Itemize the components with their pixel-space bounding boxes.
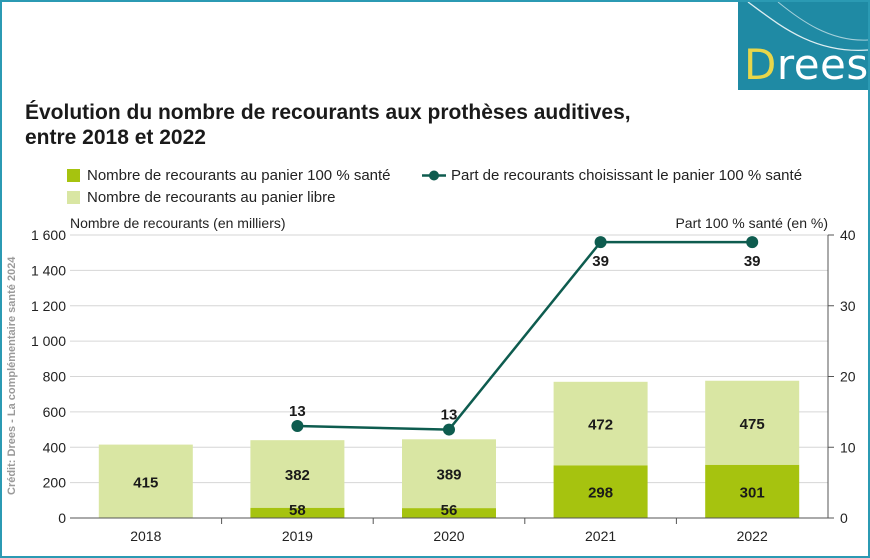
data-label-panier-libre: 389: [436, 467, 461, 484]
legend-label-panier-libre: Nombre de recourants au panier libre: [87, 189, 336, 206]
y-tick-label-right: 20: [840, 369, 856, 385]
data-label-panier-libre: 415: [133, 474, 158, 491]
bar-panier-libre: [402, 439, 496, 509]
logo-letter-d: D: [744, 40, 777, 89]
bar-panier-100: [402, 508, 496, 518]
bar-panier-libre: [98, 444, 193, 518]
chart-title-line-1: Évolution du nombre de recourants aux pr…: [25, 101, 631, 124]
y-tick-label-right: 0: [840, 510, 848, 526]
logo-letters-rest: rees: [776, 40, 868, 89]
data-label-part-100: 13: [441, 407, 458, 424]
y-axis-label-right: Part 100 % santé (en %): [675, 215, 828, 231]
line-point-part-100: [594, 236, 607, 249]
y-tick-label-right: 40: [840, 227, 856, 243]
chart-title-line-2: entre 2018 et 2022: [25, 126, 206, 149]
y-axis-label-left: Nombre de recourants (en milliers): [70, 215, 286, 231]
x-tick-label: 2020: [433, 528, 464, 544]
chart-title: Évolution du nombre de recourants aux pr…: [25, 100, 631, 150]
bar-panier-libre: [705, 380, 800, 465]
y-tick-label-right: 10: [840, 439, 856, 455]
data-label-panier-libre: 382: [285, 467, 310, 484]
y-tick-label-left: 600: [43, 404, 67, 420]
x-tick-label: 2019: [282, 528, 313, 544]
y-tick-label-left: 800: [43, 369, 67, 385]
legend-item-part: Part de recourants choisissant le panier…: [422, 167, 802, 184]
bar-panier-100: [250, 507, 345, 518]
y-tick-label-left: 1 200: [31, 298, 66, 314]
legend-item-panier-100: Nombre de recourants au panier 100 % san…: [67, 167, 391, 184]
x-tick-label: 2021: [585, 528, 616, 544]
y-tick-label-right: 30: [840, 298, 856, 314]
legend-label-panier-100: Nombre de recourants au panier 100 % san…: [87, 167, 391, 184]
data-label-panier-100: 298: [588, 485, 613, 502]
bar-panier-libre: [250, 440, 345, 508]
line-point-part-100: [291, 420, 304, 433]
line-point-part-100: [443, 423, 455, 436]
data-label-panier-100: 301: [740, 484, 765, 501]
bar-panier-100: [705, 464, 800, 518]
legend-label-part: Part de recourants choisissant le panier…: [451, 167, 803, 184]
y-tick-label-left: 1 600: [31, 227, 66, 243]
data-label-panier-libre: 472: [588, 417, 613, 434]
data-label-panier-100: 56: [441, 502, 458, 519]
data-label-panier-libre: 475: [740, 416, 765, 433]
logo-wordmark: Drees: [744, 42, 868, 88]
legend-swatch-panier-100: [67, 169, 80, 182]
y-tick-label-left: 0: [58, 510, 66, 526]
bar-panier-libre: [553, 381, 648, 466]
x-tick-label: 2022: [737, 528, 768, 544]
data-label-part-100: 13: [289, 403, 306, 420]
legend-item-panier-libre: Nombre de recourants au panier libre: [67, 189, 335, 206]
legend-line-marker: [422, 170, 446, 181]
legend-swatch-panier-libre: [67, 191, 80, 204]
line-point-part-100: [746, 236, 759, 249]
x-tick-label: 2018: [130, 528, 161, 544]
line-part-100: [297, 240, 753, 431]
data-label-panier-100: 58: [289, 502, 306, 519]
drees-logo: Drees: [738, 2, 868, 90]
y-tick-label-left: 1 000: [31, 333, 66, 349]
y-tick-label-left: 400: [43, 439, 67, 455]
data-label-part-100: 39: [744, 253, 761, 270]
y-tick-label-left: 200: [43, 475, 67, 491]
logo-swoosh: [747, 2, 868, 51]
y-tick-label-left: 1 400: [31, 262, 66, 278]
bar-panier-100: [553, 465, 648, 518]
data-label-part-100: 39: [592, 253, 609, 270]
